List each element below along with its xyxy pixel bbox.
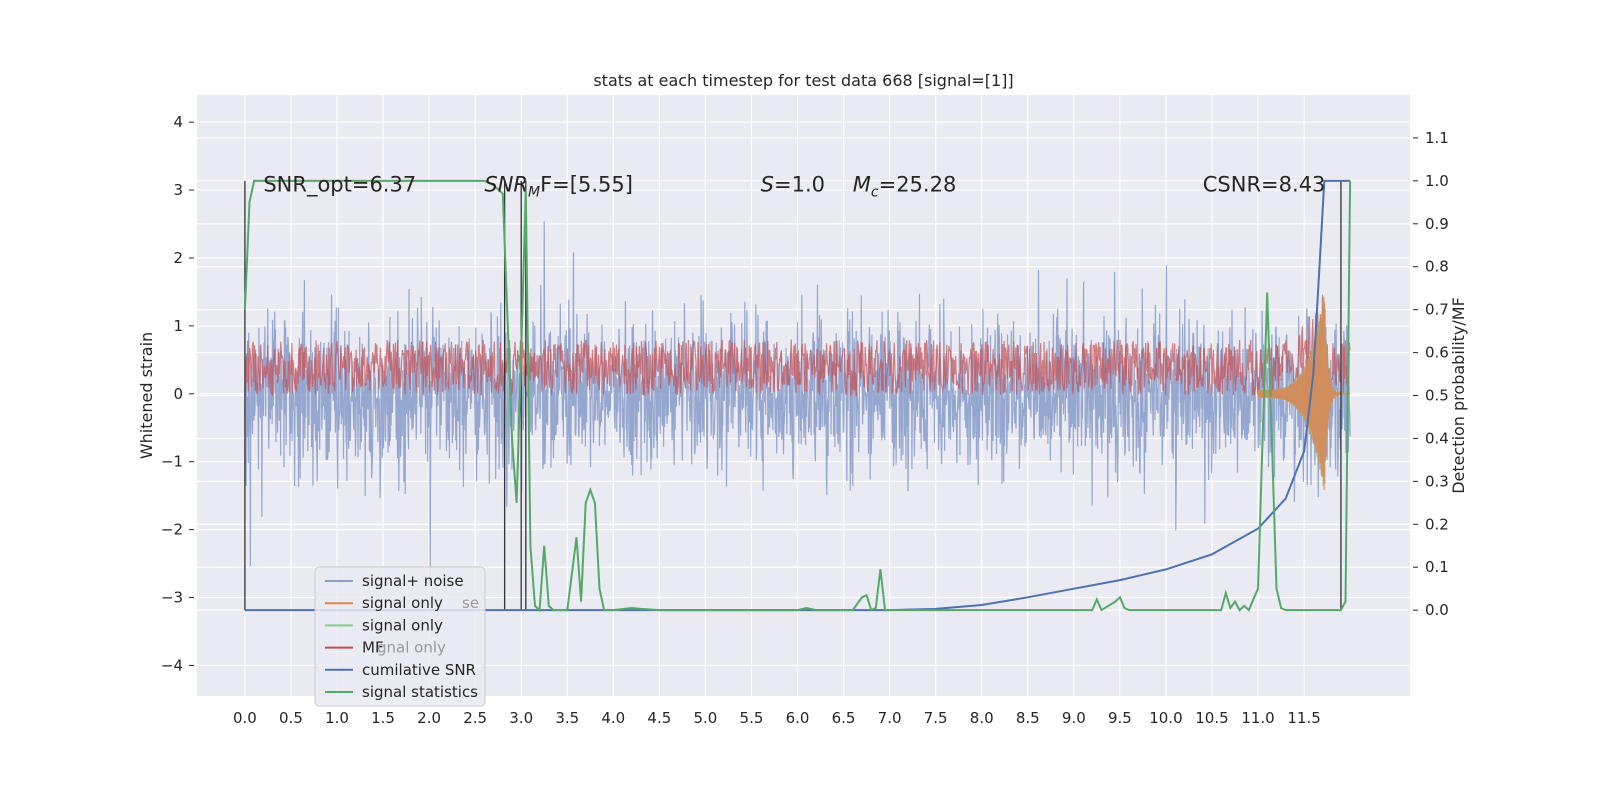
annotation: CSNR=8.43 [1203,172,1326,196]
annotation: S=1.0 [761,172,825,196]
x-tick-label: 7.0 [878,709,902,727]
y-tick-label: 4 [173,113,183,131]
legend-label: signal+ noise [362,572,464,590]
y2-tick-label: 1.0 [1425,172,1449,190]
x-tick-label: 4.5 [647,709,671,727]
annotation: Mc=25.28 [853,172,957,200]
y2-tick-label: 0.5 [1425,387,1449,405]
y-tick-label: −4 [161,656,183,674]
x-tick-label: 6.5 [832,709,856,727]
x-axis: 0.0 0.5 1.0 1.5 2.0 2.5 3.0 3.5 4.0 4.5 5.0 5.5 6.0 6… [233,709,1321,727]
annotation-subscript: c [871,184,879,200]
annotation-main: SNR_opt=6.37 [263,172,416,197]
y2-tick-label: 0.1 [1425,558,1449,576]
annotation-main: CSNR=8.43 [1203,172,1326,196]
annotation-suffix: =1.0 [774,172,825,196]
annotations: SNR_opt=6.37 SNRMF=[5.55] S=1.0 Mc=25.28 CSN… [263,172,1325,200]
y2-tick-label: 0.3 [1425,472,1449,490]
x-tick-label: 1.5 [371,709,395,727]
x-tick-label: 8.5 [1016,709,1040,727]
legend-overlap-text: se [462,594,479,612]
legend: signal+ noise signal only se signal only MFg… [314,566,486,707]
y-tick-label: −3 [161,589,183,607]
x-tick-label: 2.5 [463,709,487,727]
annotation-suffix: =25.28 [879,172,957,196]
y2-tick-label: 0.9 [1425,215,1449,233]
y2-tick-label: 1.1 [1425,129,1449,147]
mf-line [244,294,1351,397]
x-tick-label: 3.0 [509,709,533,727]
x-tick-label: 5.0 [693,709,717,727]
x-tick-label: 2.0 [417,709,441,727]
x-tick-label: 4.0 [601,709,625,727]
series-cumilative-snr [244,179,1351,612]
legend-label: signal only [362,616,443,634]
x-tick-label: 6.0 [786,709,810,727]
series-signal-statistics [243,179,1352,613]
x-tick-label: 3.5 [555,709,579,727]
y-axis-label: Whitened strain [137,332,156,459]
y-tick-label: −1 [161,453,183,471]
x-tick-label: 11.5 [1287,709,1320,727]
annotation-main: SNR [484,172,528,196]
signal-only-line [1257,302,1351,491]
x-tick-label: 1.0 [325,709,349,727]
x-tick-label: 9.5 [1108,709,1132,727]
legend-overlap-text: gnal only [377,639,446,657]
y2-tick-label: 0.0 [1425,601,1449,619]
chart-title: stats at each timestep for test data 668… [593,71,1013,90]
x-tick-label: 7.5 [924,709,948,727]
series-mf [244,294,1351,397]
y2-tick-label: 0.4 [1425,429,1449,447]
y2-tick-label: 0.8 [1425,258,1449,276]
x-tick-label: 5.5 [740,709,764,727]
y2-tick-label: 0.2 [1425,515,1449,533]
annotation-main: M [853,172,871,196]
y-tick-label: 2 [173,249,183,267]
annotation: SNR_opt=6.37 [263,172,416,197]
series-signal-only [1257,296,1351,491]
y-tick-label: 3 [173,181,183,199]
y-axis-left: 4 3 2 1 0 −1 −2 −3 −4 [161,113,194,674]
x-tick-label: 11.0 [1241,709,1274,727]
legend-label: signal statistics [362,683,478,701]
annotation: SNRMF=[5.55] [484,172,633,200]
y-axis-right: 1.1 1.0 0.9 0.8 0.7 0.6 0.5 0.4 0.3 0.2 0.1 0.0 [1413,129,1449,619]
annotation-main: S [761,172,774,196]
y2-axis-label: Detection probability/MF [1449,297,1468,494]
x-tick-label: 0.0 [233,709,257,727]
detection-markers [244,180,1342,611]
x-tick-label: 10.5 [1195,709,1228,727]
y-tick-label: 0 [173,385,183,403]
legend-box [314,566,486,707]
x-tick-label: 8.0 [970,709,994,727]
y-tick-label: −2 [161,521,183,539]
x-tick-label: 9.0 [1062,709,1086,727]
x-tick-label: 0.5 [279,709,303,727]
y2-tick-label: 0.6 [1425,344,1449,362]
legend-label: cumilative SNR [362,661,476,679]
y2-tick-label: 0.7 [1425,301,1449,319]
annotation-subscript: M [528,184,540,200]
annotation-suffix: F=[5.55] [540,172,633,196]
y-tick-label: 1 [173,317,183,335]
x-tick-label: 10.0 [1149,709,1182,727]
legend-label: signal only [362,594,443,612]
legend-label: MF [362,639,384,657]
